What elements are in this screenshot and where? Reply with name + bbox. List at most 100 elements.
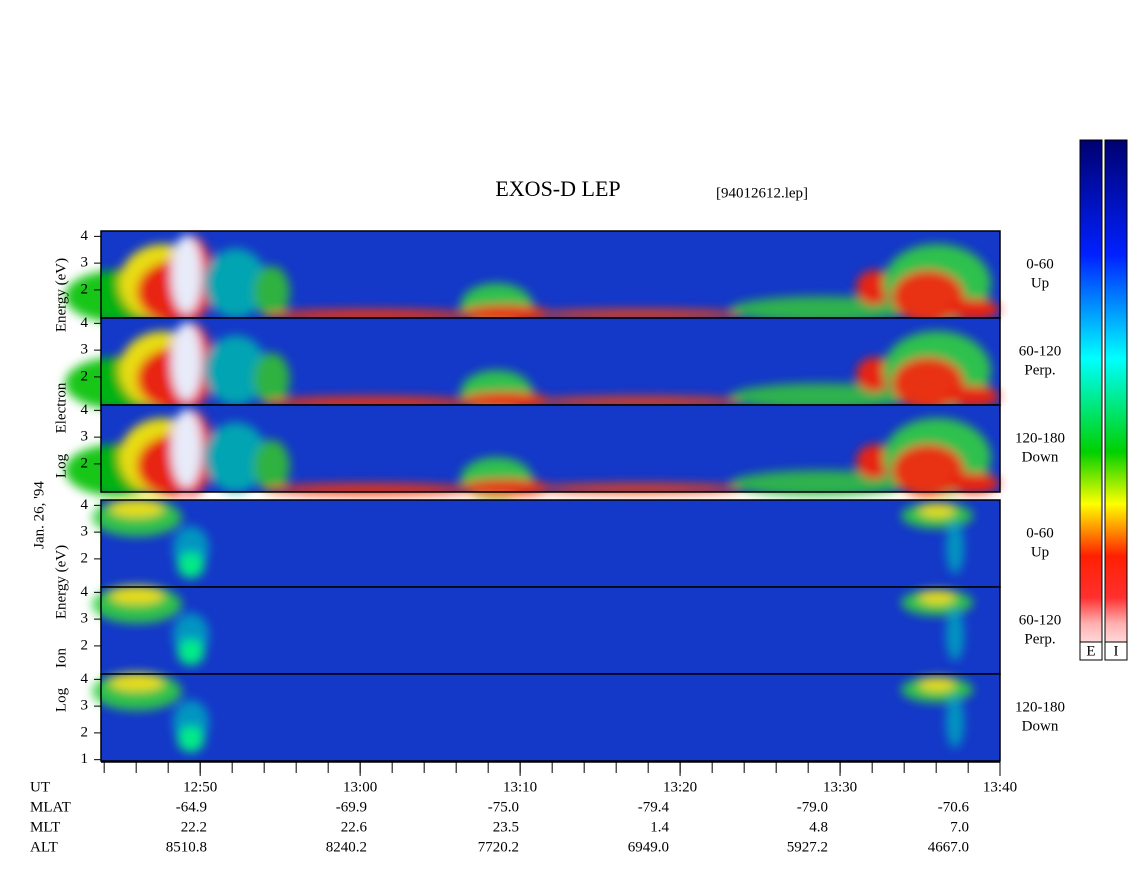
feature xyxy=(253,352,290,405)
y-tick-label: 4 xyxy=(81,584,89,600)
y-tick-label: 3 xyxy=(81,429,89,445)
y-axis-label: Electron xyxy=(53,382,69,433)
ephemeris-value: 22.6 xyxy=(341,819,368,835)
panel-frame xyxy=(100,404,1001,493)
ephemeris-value: 8510.8 xyxy=(166,839,207,855)
angle-label: 60-120 xyxy=(1019,343,1062,359)
feature xyxy=(919,590,956,605)
direction-label: Up xyxy=(1031,544,1049,560)
direction-label: Down xyxy=(1022,449,1059,465)
feature xyxy=(177,726,205,753)
y-tick-label: 3 xyxy=(81,524,89,540)
ephemeris-value: -64.9 xyxy=(176,799,207,815)
ephemeris-label: UT xyxy=(30,779,50,795)
ephemeris-value: 22.2 xyxy=(181,819,207,835)
ephemeris-label: MLT xyxy=(30,819,60,835)
ephemeris-value: 4667.0 xyxy=(928,839,969,855)
angle-label: 120-180 xyxy=(1015,430,1065,446)
feature xyxy=(177,639,205,666)
y-tick-label: 1 xyxy=(81,751,89,767)
y-tick-label: 4 xyxy=(81,402,89,418)
ephemeris-value: 6949.0 xyxy=(628,839,669,855)
panel-frame xyxy=(100,673,1001,762)
feature xyxy=(919,677,956,692)
feature xyxy=(946,608,965,661)
feature xyxy=(109,500,164,518)
ephemeris-value: 4.8 xyxy=(809,819,828,835)
spectrogram-features xyxy=(92,585,974,666)
y-tick-label: 2 xyxy=(81,724,89,740)
y-axis-label: Log xyxy=(53,687,69,712)
angle-label: 0-60 xyxy=(1026,525,1054,541)
spectrogram-features xyxy=(65,409,1001,501)
feature xyxy=(946,298,1001,320)
spectrogram-features xyxy=(92,672,974,753)
y-tick-label: 3 xyxy=(81,698,89,714)
feature xyxy=(946,385,1001,407)
ephemeris-value: 8240.2 xyxy=(326,839,367,855)
feature xyxy=(532,396,749,407)
ephemeris-value: -75.0 xyxy=(488,799,519,815)
y-tick-label: 3 xyxy=(81,342,89,358)
feature xyxy=(262,483,479,496)
feature xyxy=(253,439,290,492)
y-tick-label: 3 xyxy=(81,611,89,627)
feature xyxy=(892,270,965,323)
y-tick-label: 2 xyxy=(81,550,89,566)
feature xyxy=(532,483,749,494)
y-tick-label: 2 xyxy=(81,368,89,384)
feature xyxy=(253,265,290,318)
spectrogram xyxy=(101,500,1000,587)
direction-label: Down xyxy=(1022,718,1059,734)
y-axis-label: Log xyxy=(53,453,69,478)
colorbar-label: I xyxy=(1114,643,1119,659)
y-tick-label: 4 xyxy=(81,671,89,687)
ephemeris-value: 5927.2 xyxy=(787,839,828,855)
direction-label: Perp. xyxy=(1024,362,1055,378)
y-tick-label: 3 xyxy=(81,255,89,271)
feature xyxy=(532,309,749,320)
feature xyxy=(892,357,965,410)
file-name: [94012612.lep] xyxy=(716,185,808,201)
y-tick-label: 2 xyxy=(81,281,89,297)
angle-label: 120-180 xyxy=(1015,699,1065,715)
x-tick-label: 13:30 xyxy=(823,779,857,795)
colorbar-box xyxy=(1079,641,1103,661)
feature xyxy=(730,470,911,497)
spectrogram-features xyxy=(92,498,974,579)
feature xyxy=(946,695,965,748)
feature xyxy=(177,552,205,579)
ephemeris-value: 7720.2 xyxy=(478,839,519,855)
colorbar xyxy=(1104,139,1128,661)
x-tick-label: 13:00 xyxy=(343,779,377,795)
y-axis-label: Ion xyxy=(53,648,69,668)
ephemeris-label: MLAT xyxy=(30,799,71,815)
ephemeris-value: -79.0 xyxy=(797,799,828,815)
spectrogram xyxy=(101,674,1000,761)
x-tick-label: 12:50 xyxy=(183,779,217,795)
feature xyxy=(171,235,202,314)
colorbar-label: E xyxy=(1086,643,1095,659)
feature xyxy=(204,335,268,406)
angle-label: 60-120 xyxy=(1019,612,1062,628)
y-axis-label: Energy (eV) xyxy=(53,545,69,619)
ephemeris-value: -79.4 xyxy=(638,799,670,815)
date: Jan. 26, '94 xyxy=(31,481,47,549)
title: EXOS-D LEP xyxy=(495,176,620,201)
angle-label: 0-60 xyxy=(1026,256,1054,272)
feature xyxy=(946,472,1001,494)
ephemeris-value: 7.0 xyxy=(950,819,969,835)
spectrogram xyxy=(101,587,1000,674)
feature xyxy=(730,383,911,410)
y-tick-label: 4 xyxy=(81,228,89,244)
y-tick-label: 4 xyxy=(81,315,89,331)
ephemeris-value: -69.9 xyxy=(336,799,367,815)
feature xyxy=(946,521,965,574)
feature xyxy=(109,587,164,605)
spectrogram-features xyxy=(65,235,1001,327)
feature xyxy=(109,674,164,692)
ephemeris-value: 1.4 xyxy=(650,819,669,835)
feature xyxy=(892,444,965,497)
x-tick-label: 13:10 xyxy=(503,779,537,795)
